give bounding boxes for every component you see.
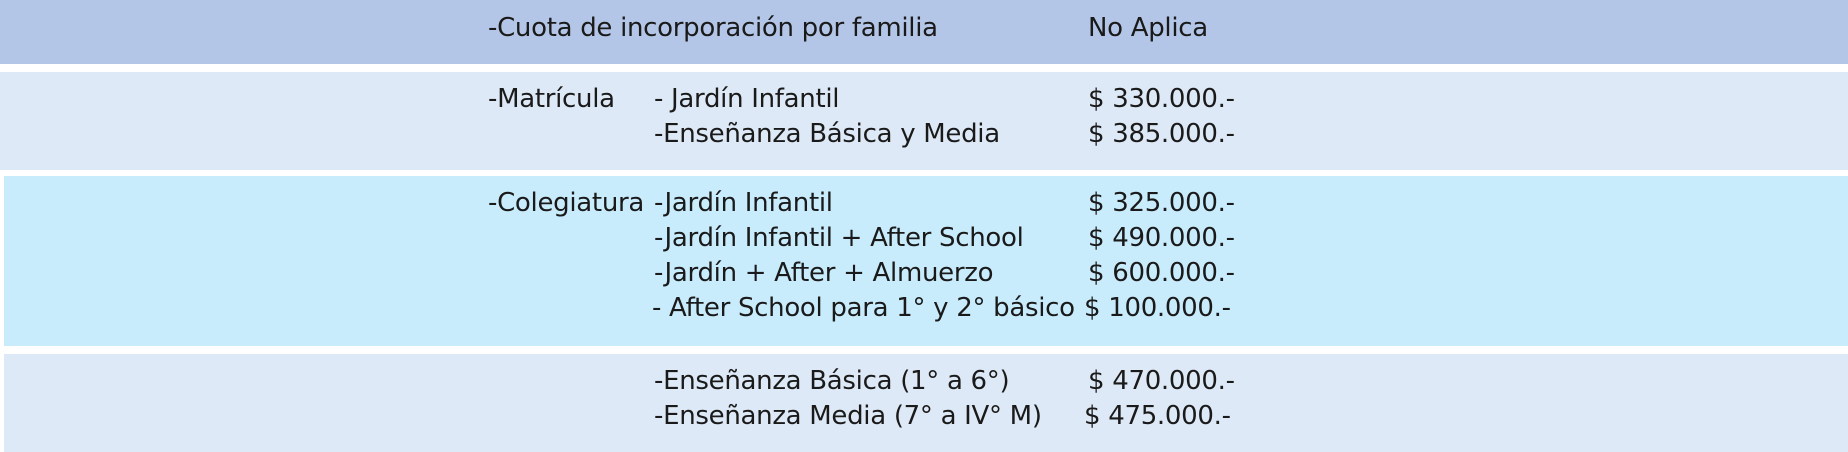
item-text: - After School para 1° y 2° básico — [652, 293, 1075, 323]
row-value: No Aplica — [1088, 13, 1208, 43]
item-text: - Jardín Infantil — [654, 84, 840, 114]
row-label: -Matrícula — [488, 84, 615, 114]
fee-row-matricula: -Matrícula - Jardín Infantil $ 330.000.-… — [0, 72, 1848, 170]
item-price: $ 600.000.- — [1088, 258, 1235, 288]
item-price: $ 330.000.- — [1088, 84, 1235, 114]
item-price: $ 325.000.- — [1088, 188, 1235, 218]
item-text: -Jardín Infantil — [654, 188, 833, 218]
row-label: -Colegiatura — [488, 188, 645, 218]
item-text: -Jardín + After + Almuerzo — [654, 258, 994, 288]
item-price: $ 100.000.- — [1084, 293, 1231, 323]
item-text: -Jardín Infantil + After School — [654, 223, 1024, 253]
row-label: -Cuota de incorporación por familia — [488, 13, 938, 43]
item-price: $ 475.000.- — [1084, 401, 1231, 431]
item-text: -Enseñanza Básica y Media — [654, 119, 1000, 149]
fee-row-ensenanza: -Enseñanza Básica (1° a 6°) $ 470.000.- … — [4, 354, 1848, 452]
item-text: -Enseñanza Media (7° a IV° M) — [654, 401, 1042, 431]
item-price: $ 385.000.- — [1088, 119, 1235, 149]
item-price: $ 470.000.- — [1088, 366, 1235, 396]
fee-row-incorporation: -Cuota de incorporación por familia No A… — [0, 0, 1848, 64]
fee-row-colegiatura: -Colegiatura -Jardín Infantil $ 325.000.… — [4, 176, 1848, 346]
item-text: -Enseñanza Básica (1° a 6°) — [654, 366, 1010, 396]
item-price: $ 490.000.- — [1088, 223, 1235, 253]
